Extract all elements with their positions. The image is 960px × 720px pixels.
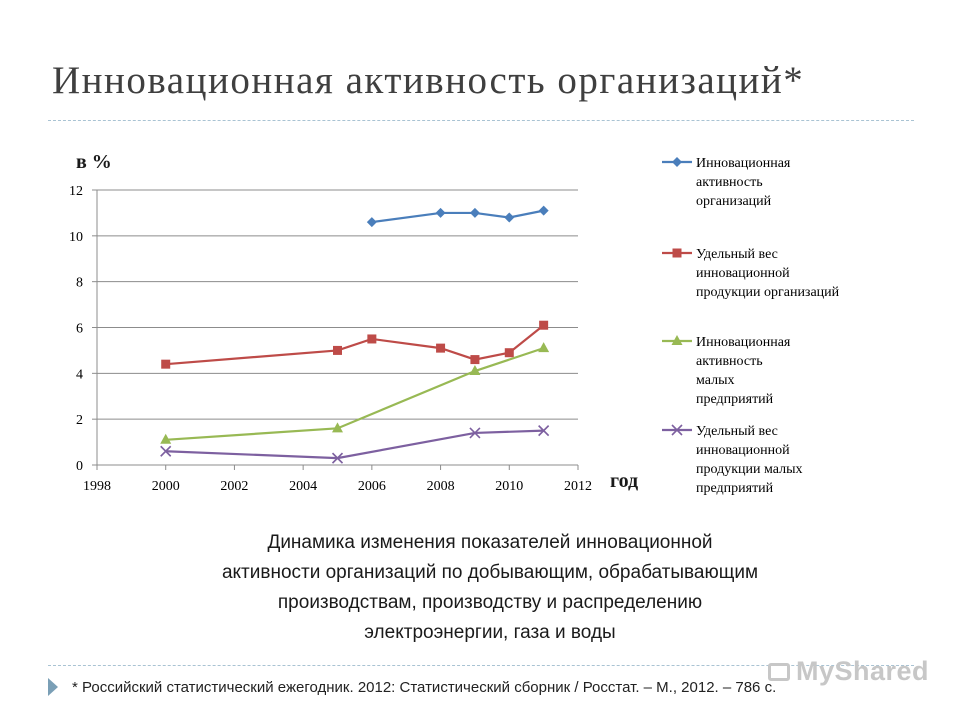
legend-label: активность bbox=[696, 175, 763, 190]
x-tick-label: 2010 bbox=[495, 479, 523, 494]
y-tick-label: 2 bbox=[76, 413, 83, 428]
x-tick-label: 2008 bbox=[427, 479, 455, 494]
footnote: * Российский статистический ежегодник. 2… bbox=[72, 679, 777, 696]
y-tick-label: 12 bbox=[69, 184, 83, 199]
legend-marker bbox=[672, 157, 682, 167]
legend-label: Инновационная bbox=[696, 156, 791, 171]
data-point bbox=[539, 320, 549, 330]
data-point bbox=[331, 452, 344, 464]
data-point bbox=[469, 427, 481, 439]
legend-label: продукции малых bbox=[696, 462, 802, 477]
y-tick-label: 6 bbox=[76, 322, 83, 337]
data-point bbox=[435, 207, 446, 218]
caption-line: активности организаций по добывающим, об… bbox=[221, 562, 759, 583]
x-tick-label: 2000 bbox=[152, 479, 180, 494]
presentation-icon bbox=[768, 663, 790, 681]
y-tick-label: 10 bbox=[69, 230, 83, 245]
legend-label: продукции организаций bbox=[696, 285, 840, 300]
data-point bbox=[161, 359, 171, 369]
legend-label: активность bbox=[696, 354, 763, 369]
x-tick-label: 2012 bbox=[564, 479, 592, 494]
data-point bbox=[469, 207, 480, 218]
data-point bbox=[332, 422, 343, 433]
data-point bbox=[436, 343, 446, 353]
chart-caption: Динамика изменения показателей инновацио… bbox=[160, 528, 820, 648]
data-point bbox=[538, 342, 550, 353]
data-point bbox=[333, 345, 342, 355]
data-point bbox=[366, 217, 377, 228]
data-point bbox=[538, 425, 550, 437]
x-tick-label: 2004 bbox=[289, 479, 317, 494]
data-point bbox=[469, 365, 481, 376]
legend-label: инновационной bbox=[696, 266, 790, 281]
y-tick-label: 0 bbox=[76, 459, 83, 474]
y-tick-label: 8 bbox=[76, 276, 83, 291]
y-axis-title: в % bbox=[76, 151, 112, 173]
watermark-text: MyShared bbox=[796, 656, 930, 686]
series-line bbox=[371, 209, 544, 224]
title-divider bbox=[48, 120, 914, 121]
legend-label: Удельный вес bbox=[696, 247, 778, 262]
bullet-arrow-icon bbox=[48, 678, 58, 696]
legend-label: малых bbox=[696, 373, 735, 388]
legend-label: Инновационная bbox=[696, 335, 791, 350]
legend-marker bbox=[671, 335, 683, 345]
data-point bbox=[538, 205, 549, 216]
legend-marker bbox=[671, 424, 683, 436]
caption-line: производствам, производству и распределе… bbox=[277, 592, 703, 613]
footer-divider bbox=[48, 665, 914, 666]
line-chart: 0 2 4 6 8 10 12 1998 2000 2002 2004 2006 2008 2010 201… bbox=[69, 151, 840, 496]
data-point bbox=[160, 445, 172, 457]
caption-line: Динамика изменения показателей инновацио… bbox=[267, 532, 713, 553]
legend-label: предприятий bbox=[696, 481, 774, 496]
legend-label: предприятий bbox=[696, 392, 774, 407]
legend-label: инновационной bbox=[696, 443, 790, 458]
x-axis-title: год bbox=[610, 470, 638, 492]
x-tick-label: 2006 bbox=[358, 479, 386, 494]
x-tick-label: 2002 bbox=[220, 479, 248, 494]
data-point bbox=[367, 334, 377, 344]
watermark: MyShared bbox=[768, 656, 929, 687]
y-tick-label: 4 bbox=[76, 367, 83, 382]
series-line bbox=[165, 429, 544, 460]
data-point bbox=[504, 212, 515, 223]
data-point bbox=[504, 348, 514, 358]
data-point bbox=[160, 433, 172, 444]
series-line bbox=[165, 347, 544, 441]
data-point bbox=[470, 355, 480, 365]
legend-marker bbox=[672, 248, 682, 258]
caption-line: электроэнергии, газа и воды bbox=[364, 622, 616, 643]
slide-title: Инновационная активность организаций* bbox=[52, 59, 805, 102]
x-tick-label: 1998 bbox=[83, 479, 111, 494]
legend-label: организаций bbox=[696, 194, 772, 209]
series-line bbox=[165, 324, 545, 366]
legend-label: Удельный вес bbox=[696, 424, 778, 439]
